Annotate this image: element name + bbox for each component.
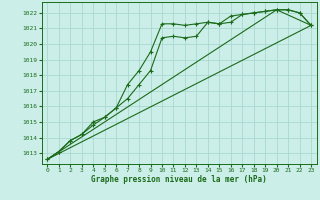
X-axis label: Graphe pression niveau de la mer (hPa): Graphe pression niveau de la mer (hPa) (91, 175, 267, 184)
